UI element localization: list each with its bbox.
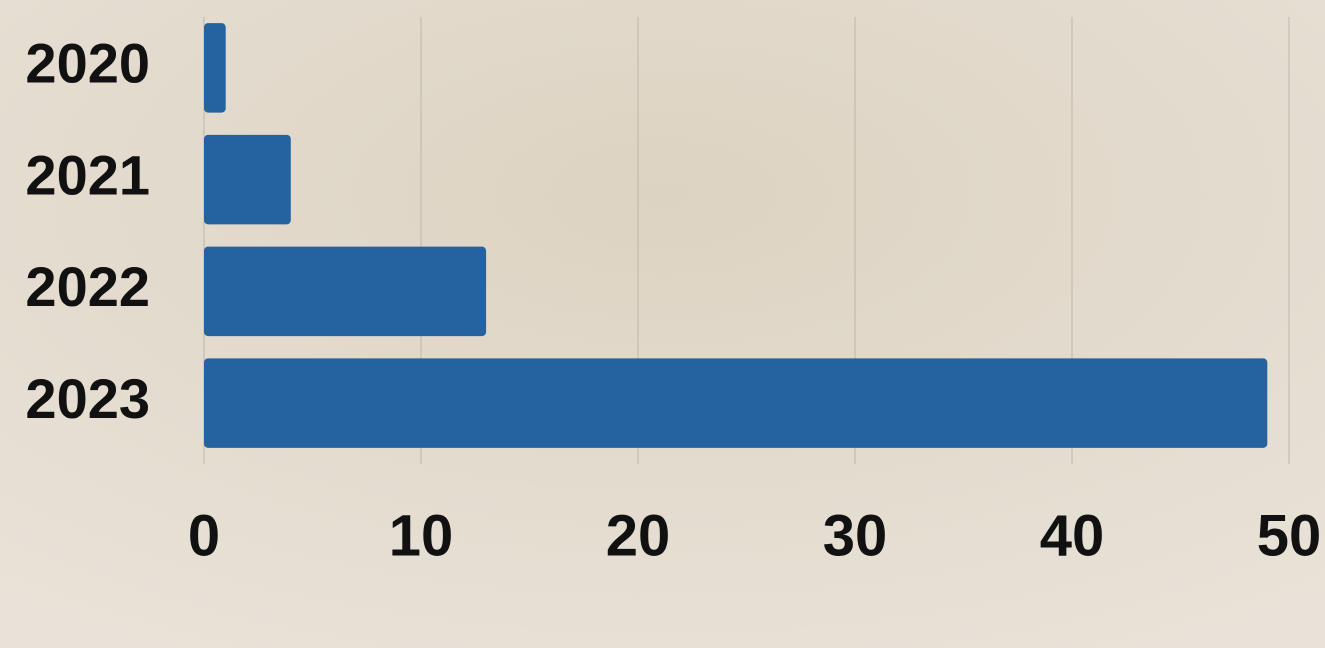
x-tick-label: 20 — [606, 503, 671, 568]
y-tick-label: 2023 — [25, 367, 150, 430]
x-tick-label: 40 — [1040, 503, 1105, 568]
x-tick-label: 0 — [188, 503, 220, 568]
x-tick-label: 50 — [1257, 503, 1322, 568]
bar — [204, 247, 486, 336]
bar — [204, 23, 226, 112]
chart: 0 10 20 30 40 50 2020 2021 2022 2023 — [0, 0, 1325, 648]
bar — [204, 135, 291, 224]
y-tick-label: 2022 — [25, 255, 150, 318]
bar — [204, 358, 1267, 447]
x-tick-label: 30 — [823, 503, 888, 568]
page: 010203040502020202120222023 (() => { con… — [0, 0, 1325, 648]
y-tick-label: 2020 — [25, 32, 150, 95]
x-tick-label: 10 — [389, 503, 454, 568]
y-tick-label: 2021 — [25, 143, 150, 206]
